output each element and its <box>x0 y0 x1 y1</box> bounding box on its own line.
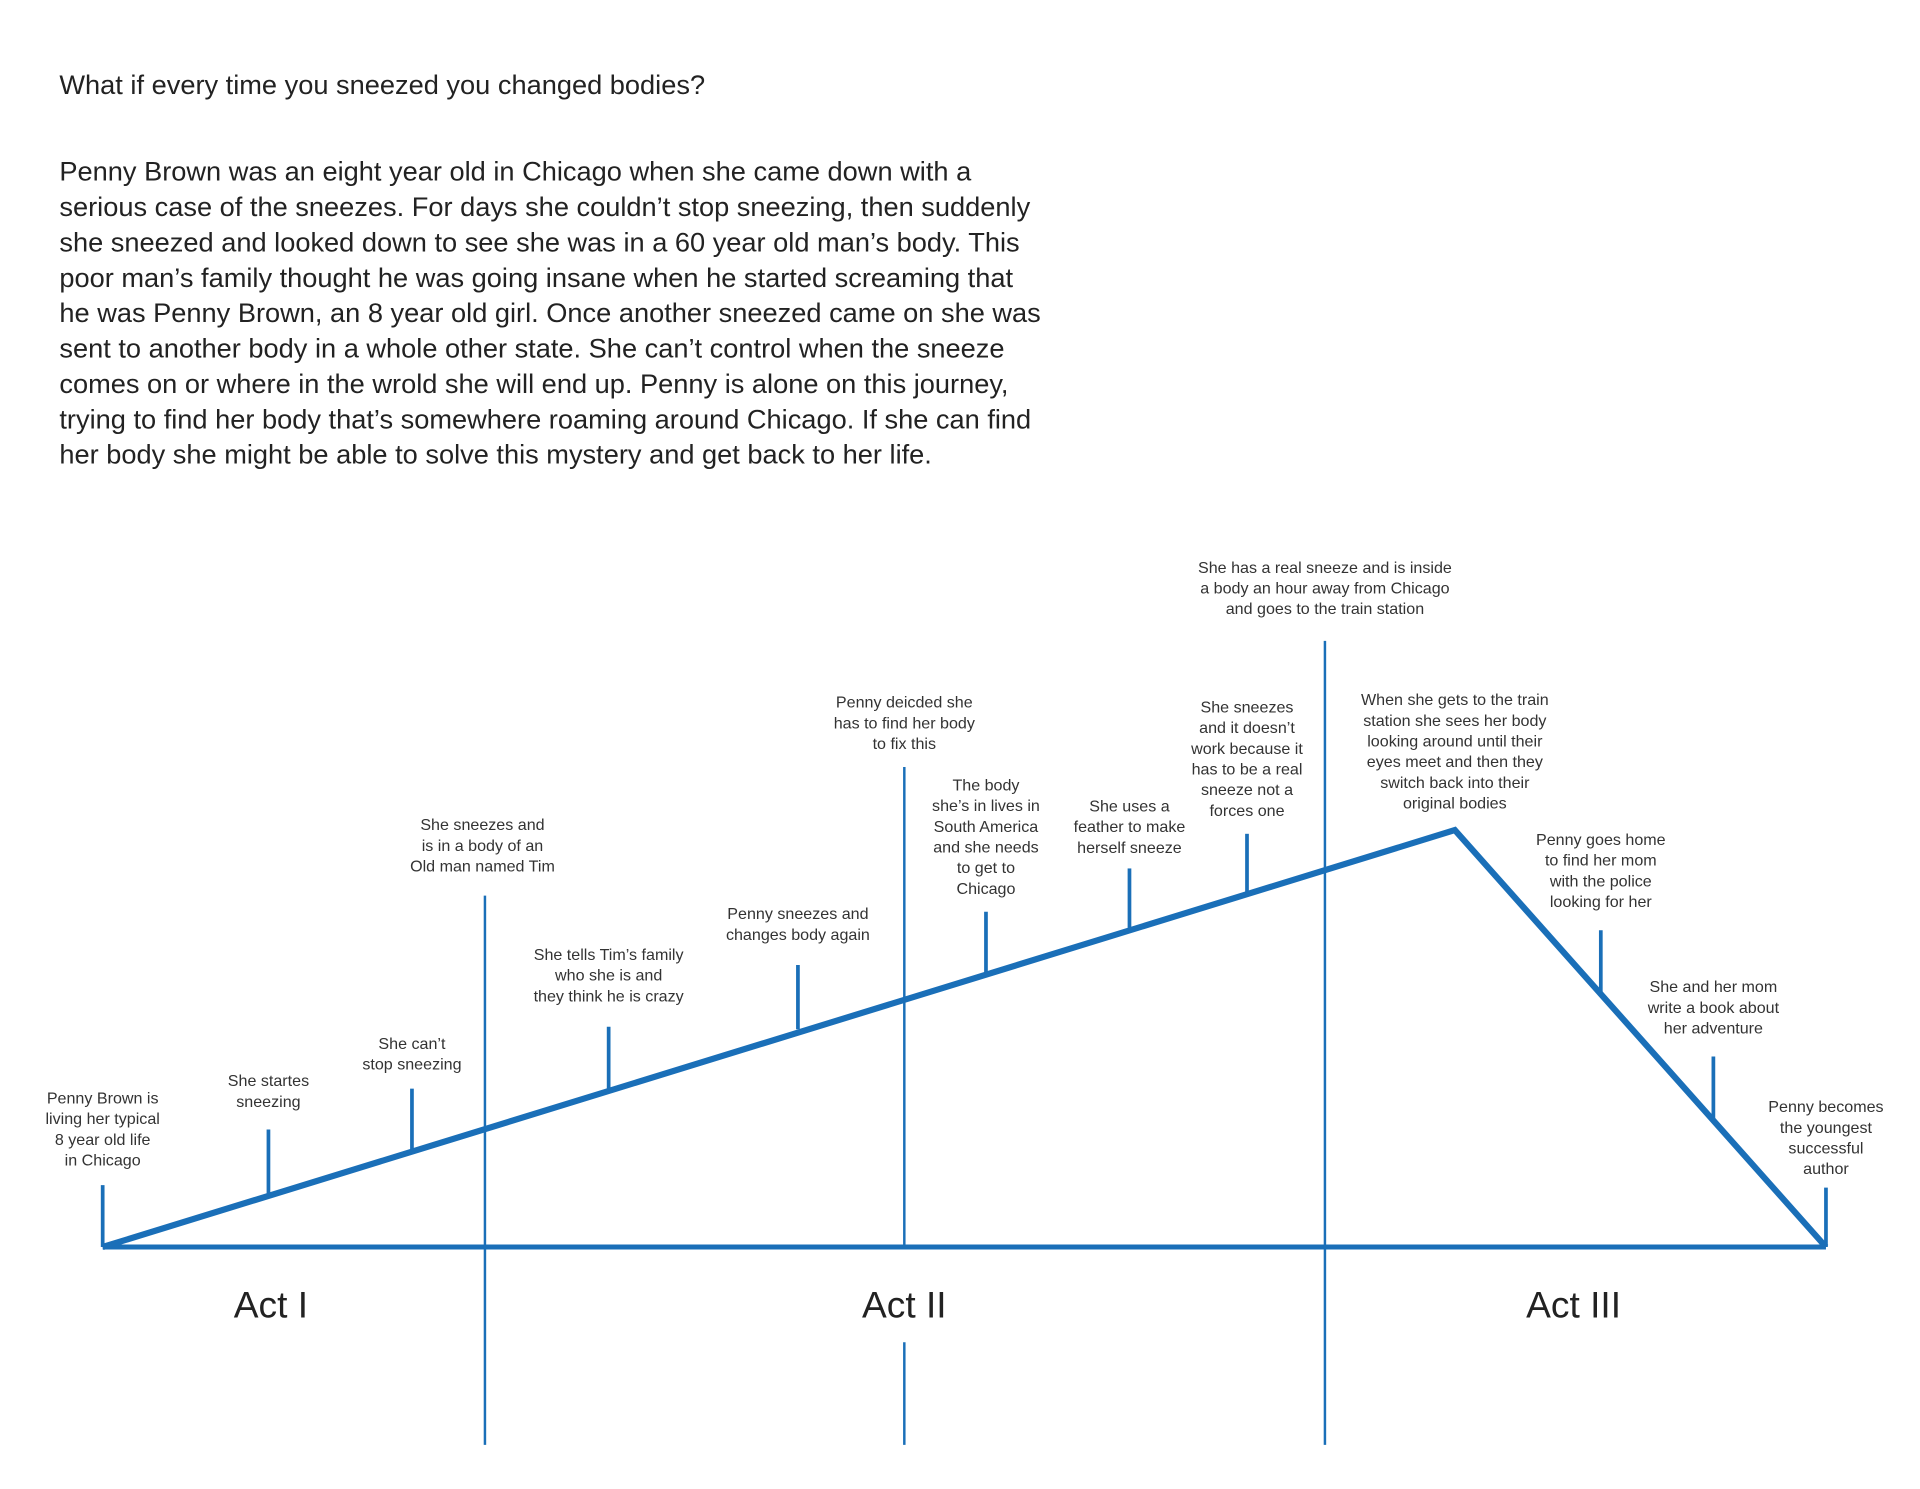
event-label: a body an hour away from Chicago <box>1200 579 1449 597</box>
event-label: work because it <box>1190 740 1303 758</box>
story-line: sent to another body in a whole other st… <box>59 333 1004 364</box>
event-label: switch back into their <box>1380 774 1530 792</box>
story-line: Penny Brown was an eight year old in Chi… <box>59 156 972 187</box>
event-label: forces one <box>1209 802 1284 820</box>
event-label: When she gets to the train <box>1361 691 1549 709</box>
event-label: station she sees her body <box>1363 712 1546 730</box>
event-label: Penny becomes <box>1768 1098 1883 1116</box>
story-line: comes on or where in the wrold she will … <box>59 368 1008 399</box>
event-label: South America <box>934 818 1039 836</box>
act-label: Act I <box>234 1284 308 1326</box>
act-label: Act II <box>862 1284 947 1326</box>
event-label: She uses a <box>1089 798 1170 816</box>
story-line: serious case of the sneezes. For days sh… <box>59 191 1030 222</box>
event-label: in Chicago <box>65 1151 141 1169</box>
event-label: eyes meet and then they <box>1367 753 1543 771</box>
event-label: Chicago <box>956 880 1015 898</box>
event-label: original bodies <box>1403 794 1507 812</box>
event-label: The body <box>952 777 1019 795</box>
event-label: looking for her <box>1550 893 1653 911</box>
event-label: stop sneezing <box>362 1056 461 1074</box>
event-label: Penny Brown is <box>47 1089 159 1107</box>
story-line: poor man’s family thought he was going i… <box>59 262 1013 293</box>
event-label: She tells Tim’s family <box>534 946 684 964</box>
event-label: She sneezes and <box>420 816 544 834</box>
event-label: She can’t <box>378 1035 446 1053</box>
event-label: She sneezes <box>1201 699 1294 717</box>
event-label: Old man named Tim <box>410 857 555 875</box>
event-label: looking around until their <box>1367 732 1543 750</box>
event-label: to find her mom <box>1545 852 1657 870</box>
act-label: Act III <box>1526 1284 1621 1326</box>
event-label: and goes to the train station <box>1226 600 1424 618</box>
story-line: trying to find her body that’s somewhere… <box>59 403 1031 434</box>
event-label: changes body again <box>726 926 870 944</box>
event-label: successful <box>1788 1139 1863 1157</box>
plot-structure <box>101 640 1829 1445</box>
event-label: sneeze not a <box>1201 781 1293 799</box>
event-label: Penny goes home <box>1536 831 1666 849</box>
story-line: she sneezed and looked down to see she w… <box>59 226 1019 257</box>
event-label: feather to make <box>1074 818 1186 836</box>
question: What if every time you sneezed you chang… <box>59 69 705 100</box>
event-label: and she needs <box>933 838 1038 856</box>
event-label: herself sneeze <box>1077 839 1182 857</box>
event-label: and it doesn’t <box>1199 719 1295 737</box>
event-label: is in a body of an <box>422 837 544 855</box>
event-label: Penny sneezes and <box>727 905 868 923</box>
story-line: her body she might be able to solve this… <box>59 439 931 470</box>
event-label: She and her mom <box>1649 978 1777 996</box>
event-label: sneezing <box>236 1093 300 1111</box>
event-label: Penny deicded she <box>836 694 973 712</box>
event-label: who she is and <box>554 967 662 985</box>
event-label: with the police <box>1549 872 1652 890</box>
event-label: She startes <box>228 1072 309 1090</box>
event-label: write a book about <box>1647 999 1780 1017</box>
story-line: he was Penny Brown, an 8 year old girl. … <box>59 297 1040 328</box>
event-label: her adventure <box>1664 1019 1763 1037</box>
event-label: she’s in lives in <box>932 797 1040 815</box>
event-label: has to be a real <box>1192 761 1303 779</box>
event-label: author <box>1803 1160 1849 1178</box>
event-label: She has a real sneeze and is inside <box>1198 559 1452 577</box>
event-label: to fix this <box>873 735 936 753</box>
event-label: the youngest <box>1780 1119 1873 1137</box>
event-label: to get to <box>957 859 1015 877</box>
event-label: living her typical <box>45 1110 159 1128</box>
story-arc <box>101 826 1829 1250</box>
event-label: they think he is crazy <box>534 987 684 1005</box>
event-label: has to find her body <box>834 714 975 732</box>
event-label: 8 year old life <box>55 1131 151 1149</box>
